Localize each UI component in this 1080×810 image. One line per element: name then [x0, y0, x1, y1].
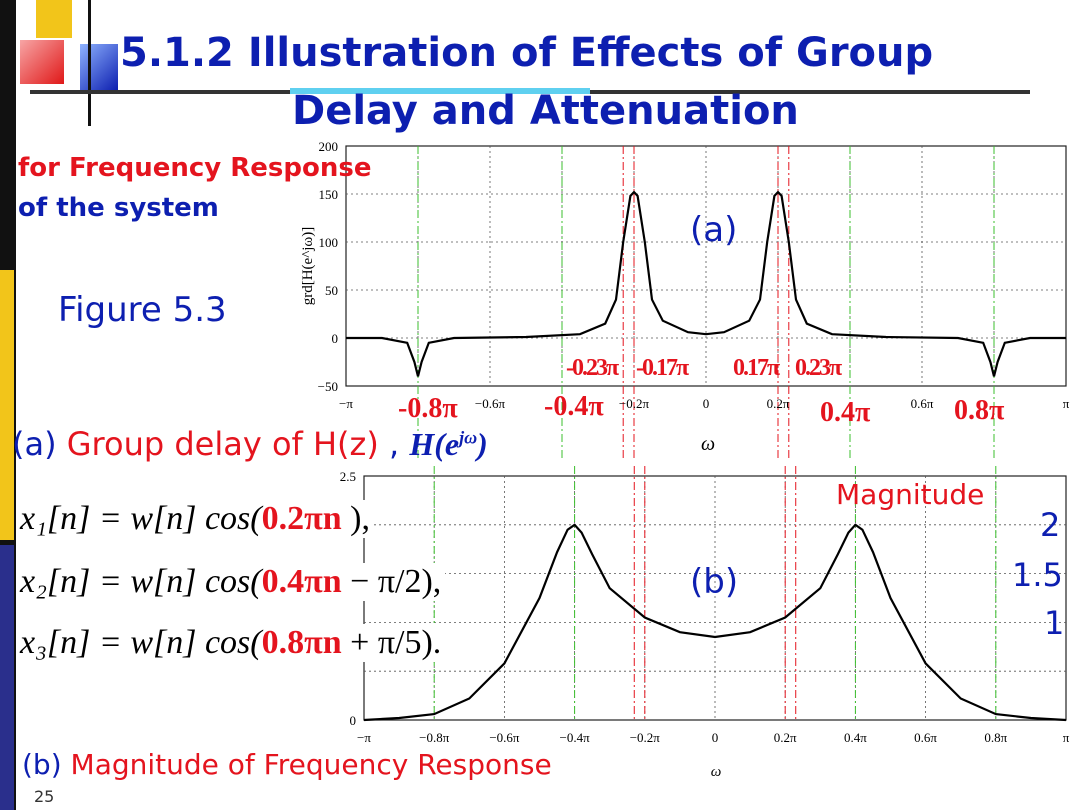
guide-label-neg023: -0.23π — [566, 355, 619, 381]
subtitle-blue: of the system — [18, 193, 219, 223]
caption-a-prefix: (a) — [12, 425, 57, 463]
plot-b-panel-label: (b) — [690, 562, 739, 602]
magnitude-label: Magnitude — [836, 478, 985, 511]
x-tick-label: 0.8π — [984, 730, 1007, 745]
magnitude-plot: 2.5 0 −π −0.8π −0.6π −0.4π −0.2π 0 0.2π 0.4π 0.6π… — [340, 466, 1070, 780]
guide-label-023: 0.23π — [795, 355, 842, 381]
freq-label-neg04: -0.4π — [544, 391, 604, 422]
plot-a-xlabel: ω — [701, 433, 715, 455]
corner-decoration — [0, 0, 1030, 810]
equation-x2: x₂[n] = w[n] cos(0.4πn − π/2), — [20, 563, 446, 601]
magnitude-curve — [363, 523, 1067, 722]
freq-label-04: 0.4π — [820, 397, 871, 428]
caption-a-text: Group delay of H(z) — [66, 425, 379, 463]
guide-label-neg017: -0.17π — [636, 355, 689, 381]
x-tick-label: π — [1063, 396, 1070, 411]
x-tick-label: −0.6π — [489, 730, 520, 745]
y-tick-label: −50 — [318, 379, 338, 394]
y-tick-label: 2.5 — [340, 469, 356, 484]
freq-label-neg08: -0.8π — [398, 393, 458, 424]
right-tick-1: 1 — [1044, 604, 1065, 642]
slide-title-line1: 5.1.2 Illustration of Effects of Group — [120, 30, 934, 76]
plot-b-xlabel: ω — [711, 764, 722, 780]
caption-a-comma: , — [388, 425, 400, 463]
plot-a-ylabel: grd[H(e^jω)] — [300, 227, 316, 306]
slide-title-line2: Delay and Attenuation — [292, 88, 799, 134]
figure-label: Figure 5.3 — [58, 290, 227, 330]
x-tick-label: 0.4π — [844, 730, 867, 745]
x-tick-label: 0 — [703, 396, 710, 411]
y-tick-label: 150 — [319, 187, 339, 202]
caption-a-math: H(ejω) — [409, 426, 488, 462]
caption-b-text: Magnitude of Frequency Response — [70, 748, 552, 781]
plot-a-panel-label: (a) — [690, 210, 738, 250]
x-tick-label: −π — [339, 396, 353, 411]
left-accent-bar — [0, 270, 14, 540]
y-tick-label: 50 — [325, 283, 338, 298]
guide-label-017: 0.17π — [733, 355, 780, 381]
caption-b-prefix: (b) — [22, 748, 62, 781]
right-tick-15: 1.5 — [1012, 556, 1063, 594]
x-tick-label: −π — [357, 730, 371, 745]
x-tick-label: −0.4π — [560, 730, 591, 745]
left-accent-bar-lower — [0, 545, 14, 810]
x-tick-label: 0.2π — [767, 396, 790, 411]
freq-label-08: 0.8π — [954, 395, 1005, 426]
page-number: 25 — [34, 787, 55, 806]
title-underline-light — [290, 88, 590, 94]
x-tick-label: −0.2π — [630, 730, 661, 745]
x-tick-label: 0.2π — [774, 730, 797, 745]
group-delay-curve — [346, 190, 1066, 377]
equation-x3: x₃[n] = w[n] cos(0.8πn + π/5). — [20, 624, 446, 662]
x-tick-label: 0.6π — [911, 396, 934, 411]
x-tick-label: −0.6π — [475, 396, 506, 411]
caption-a: (a) Group delay of H(z) , H(ejω) — [12, 425, 488, 463]
right-tick-2: 2 — [1040, 506, 1061, 544]
x-tick-label: 0 — [712, 730, 719, 745]
x-tick-label: −0.8π — [419, 730, 450, 745]
y-tick-label: 200 — [319, 140, 339, 154]
caption-b: (b) Magnitude of Frequency Response — [22, 748, 552, 781]
x-tick-label: 0.6π — [914, 730, 937, 745]
x-tick-label: −0.2π — [619, 396, 650, 411]
x-tick-label: π — [1063, 730, 1070, 745]
group-delay-plot: 200 150 100 50 0 −50 −π −0.6π −0.2π 0 0.2π 0.6π π g… — [300, 140, 1070, 460]
y-tick-label: 100 — [319, 235, 339, 250]
equation-x1: x₁[n] = w[n] cos(0.2πn ), — [20, 500, 374, 538]
y-tick-label: 0 — [332, 331, 339, 346]
y-tick-label: 0 — [350, 713, 357, 728]
subtitle-red: for Frequency Response — [18, 153, 372, 183]
